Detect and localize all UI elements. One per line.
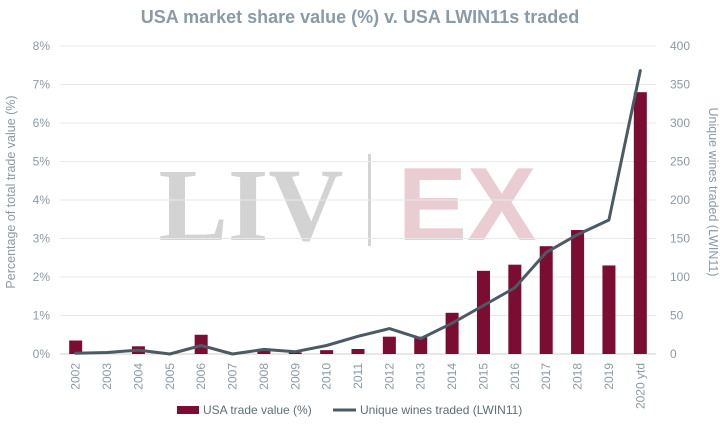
x-tick-label: 2013 [414, 363, 428, 390]
y2-tick-label: 250 [670, 155, 690, 169]
y2-tick-label: 100 [670, 270, 690, 284]
right-axis-ticks: 0 50 100 150 200 250 300 350 400 [670, 39, 690, 361]
bar [633, 92, 647, 354]
bar [445, 312, 459, 354]
y2-tick-label: 400 [670, 39, 690, 53]
legend: USA trade value (%) Unique wines traded … [177, 403, 522, 417]
x-tick-label: 2012 [382, 363, 396, 390]
y-tick-label: 7% [33, 78, 51, 92]
bar [69, 340, 83, 354]
bar [320, 350, 334, 354]
line-series [74, 69, 642, 356]
bar [476, 270, 490, 354]
y2-tick-label: 50 [670, 309, 684, 323]
x-tick-label: 2020 ytd [633, 363, 647, 409]
bar [288, 352, 302, 354]
legend-bar-label: USA trade value (%) [203, 403, 312, 417]
bar [257, 350, 271, 354]
x-tick-label: 2007 [226, 363, 240, 390]
watermark-right: EX [398, 147, 537, 263]
bar [602, 265, 616, 354]
bar [351, 348, 365, 354]
gridlines [60, 45, 656, 355]
bar [414, 336, 428, 354]
x-tick-label: 2003 [100, 363, 114, 390]
y-tick-label: 8% [33, 39, 51, 53]
x-tick-label: 2016 [508, 363, 522, 390]
x-tick-label: 2011 [351, 363, 365, 389]
legend-line-label: Unique wines traded (LWIN11) [360, 403, 522, 417]
bar [382, 336, 396, 354]
y2-tick-label: 0 [670, 347, 677, 361]
y-tick-label: 2% [33, 270, 51, 284]
x-tick-label: 2010 [320, 363, 334, 390]
x-tick-label: 2004 [131, 363, 145, 390]
x-tick-label: 2018 [571, 363, 585, 390]
y-tick-label: 3% [33, 232, 51, 246]
x-tick-label: 2019 [602, 363, 616, 390]
y2-axis-title: Unique wines traded (LWIN11) [706, 107, 720, 276]
y-tick-label: 4% [33, 193, 51, 207]
x-tick-label: 2005 [163, 363, 177, 390]
x-tick-label: 2006 [194, 363, 208, 390]
left-axis-ticks: 0% 1% 2% 3% 4% 5% 6% 7% 8% [33, 39, 51, 361]
watermark-left: LIV [159, 148, 344, 263]
bar [508, 264, 522, 354]
y-tick-label: 5% [33, 155, 51, 169]
legend-bar-swatch [177, 406, 199, 414]
x-tick-label: 2009 [288, 363, 302, 390]
x-tick-label: 2015 [477, 363, 491, 390]
y2-tick-label: 200 [670, 193, 690, 207]
x-tick-label: 2002 [69, 363, 83, 390]
x-tick-label: 2008 [257, 363, 271, 390]
y-tick-label: 0% [33, 347, 51, 361]
bar-series [69, 92, 647, 354]
bar [571, 230, 585, 354]
y2-tick-label: 150 [670, 232, 690, 246]
x-tick-label: 2014 [445, 363, 459, 390]
y-axis-title: Percentage of total trade value (%) [4, 95, 18, 288]
x-tick-label: 2017 [539, 363, 553, 390]
chart-title: USA market share value (%) v. USA LWIN11… [141, 7, 580, 27]
watermark: LIV EX [159, 147, 537, 263]
x-axis-ticks: 2002 2003 2004 2005 2006 2007 2008 2009 2010 2011… [69, 363, 648, 409]
y-tick-label: 1% [33, 309, 51, 323]
bar [539, 246, 553, 354]
line-path [74, 69, 642, 356]
y2-tick-label: 350 [670, 78, 690, 92]
y-tick-label: 6% [33, 116, 51, 130]
y2-tick-label: 300 [670, 116, 690, 130]
